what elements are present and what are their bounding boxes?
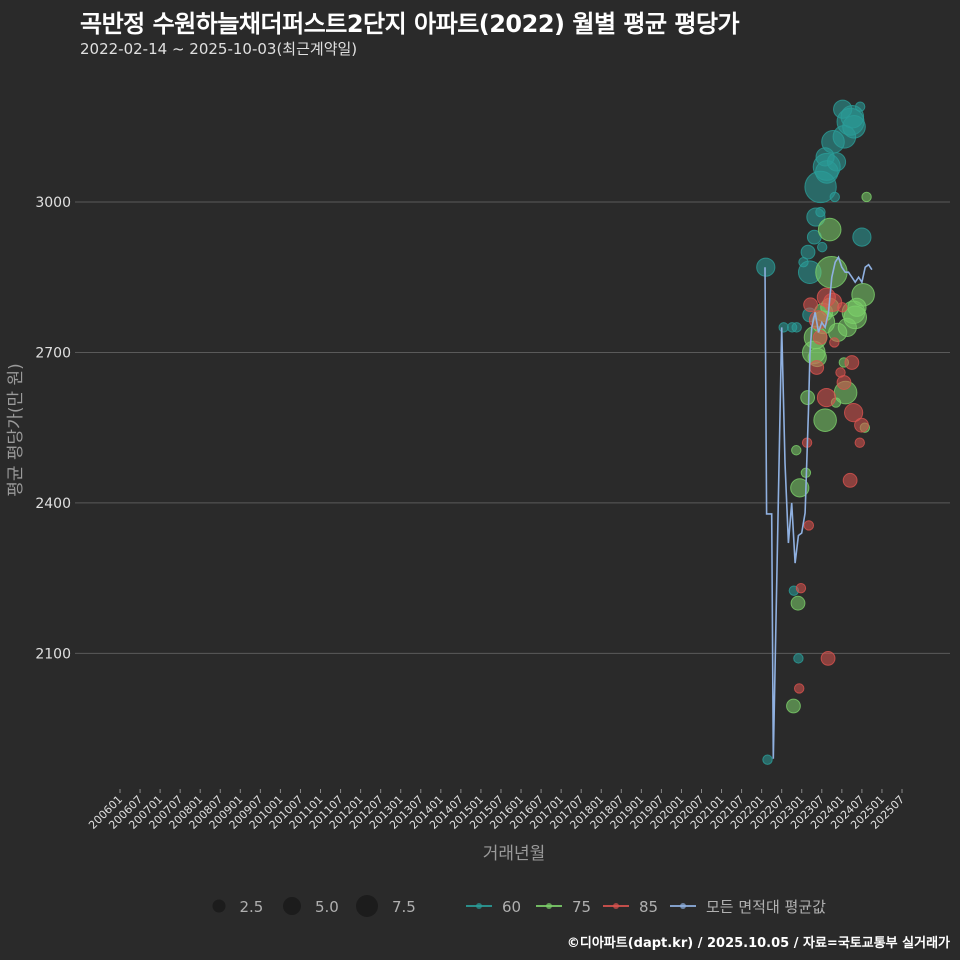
data-point-85 [842, 472, 858, 488]
data-point-75 [800, 390, 816, 405]
data-point-60 [826, 152, 847, 172]
footer-credit: ©디아파트(dapt.kr) / 2025.10.05 / 자료=국토교통부 실… [566, 936, 950, 951]
data-point-60 [854, 101, 866, 112]
data-point-85 [803, 297, 818, 313]
data-point-85 [837, 302, 848, 313]
data-point-85 [816, 387, 837, 408]
data-point-85 [820, 650, 836, 666]
size-legend-dot [356, 895, 378, 917]
color-legend-label: 모든 면적대 평균값 [706, 898, 826, 916]
y-axis-ticks: 2100 2400 2700 3000 [35, 195, 80, 662]
data-point-85 [844, 355, 860, 370]
x-axis-ticks: 2006012006072007012007072008012008072009… [86, 789, 907, 832]
size-legend-dot [283, 897, 301, 915]
data-point-85 [803, 520, 815, 531]
size-legend-dot [212, 899, 226, 913]
x-axis-title: 거래년월 [483, 844, 546, 864]
color-legend-label: 75 [572, 898, 591, 916]
color-legend-label: 60 [502, 898, 521, 916]
chart-title: 곡반정 수원하늘채더퍼스트2단지 아파트(2022) 월별 평균 평당가 [80, 10, 740, 38]
data-point-75 [813, 408, 837, 432]
y-tick-label: 3000 [35, 195, 71, 211]
average-price-line [764, 255, 873, 759]
data-point-60 [793, 653, 804, 664]
scatter-points [756, 99, 875, 765]
data-point-60 [852, 227, 872, 247]
data-point-60 [842, 114, 866, 139]
data-point-75 [817, 217, 842, 242]
data-point-60 [800, 244, 816, 260]
chart-subtitle: 2022-02-14 ~ 2025-10-03(최근계약일) [80, 40, 358, 58]
size-legend-label: 7.5 [392, 898, 416, 916]
data-point-75 [786, 698, 801, 714]
legend: 2.5 5.0 7.5 60 75 85 모든 면적대 평균값 [212, 895, 826, 917]
data-point-75 [790, 595, 806, 611]
data-point-85 [854, 417, 869, 433]
data-point-60 [829, 191, 840, 203]
data-point-85 [836, 375, 852, 390]
data-point-85 [812, 330, 828, 345]
data-point-75 [851, 282, 875, 307]
y-tick-label: 2100 [35, 646, 71, 662]
y-tick-label: 2700 [35, 345, 71, 361]
data-point-85 [854, 437, 865, 448]
data-point-75 [790, 478, 810, 498]
y-axis-title: 평균 평당가(만 원) [6, 363, 26, 497]
data-point-75 [791, 445, 802, 456]
data-point-60 [791, 322, 802, 333]
data-point-85 [809, 360, 825, 375]
data-point-60 [815, 206, 826, 218]
data-point-85 [794, 683, 805, 694]
data-point-75 [861, 191, 872, 203]
data-point-85 [795, 582, 807, 594]
color-legend-label: 85 [639, 898, 658, 916]
data-point-60 [816, 241, 828, 253]
data-point-60 [762, 754, 773, 765]
size-legend-label: 2.5 [240, 898, 264, 916]
y-tick-label: 2400 [35, 496, 71, 512]
size-legend-label: 5.0 [315, 898, 339, 916]
data-point-85 [844, 403, 864, 423]
data-point-85 [829, 337, 840, 348]
